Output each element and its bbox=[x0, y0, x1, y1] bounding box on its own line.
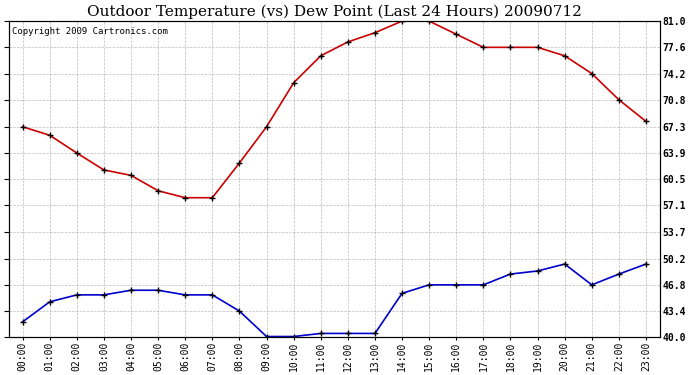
Text: Copyright 2009 Cartronics.com: Copyright 2009 Cartronics.com bbox=[12, 27, 168, 36]
Title: Outdoor Temperature (vs) Dew Point (Last 24 Hours) 20090712: Outdoor Temperature (vs) Dew Point (Last… bbox=[87, 4, 582, 18]
